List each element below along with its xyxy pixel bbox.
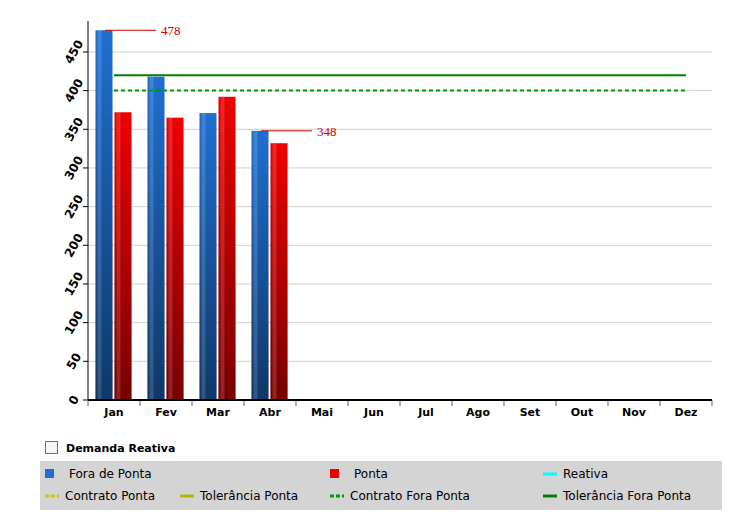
bar-highlight <box>221 97 225 400</box>
bar <box>219 97 236 400</box>
y-tick-label: 0 <box>66 393 82 407</box>
bar-highlight <box>273 143 277 400</box>
legend-label: Tolerância Ponta <box>199 489 298 503</box>
y-tick-label: 400 <box>62 76 87 105</box>
grid-line <box>88 400 712 401</box>
legend-label: Reativa <box>563 467 608 481</box>
bar-highlight <box>117 112 121 400</box>
grid-line <box>88 90 712 91</box>
bar-shade <box>115 112 132 400</box>
bar-group <box>96 30 113 400</box>
bar <box>252 131 269 400</box>
legend-label: Contrato Fora Ponta <box>350 489 470 503</box>
legend-swatch <box>543 473 557 476</box>
x-tick-label: Jul <box>417 406 434 419</box>
x-tick-label: Jan <box>103 406 123 419</box>
bar-highlight <box>150 77 154 400</box>
y-tick-label: 250 <box>62 192 87 221</box>
y-tick-label: 300 <box>62 154 87 183</box>
legend-border <box>40 460 722 461</box>
bar <box>271 143 288 400</box>
legend-box <box>40 460 722 510</box>
annotation-leader <box>105 30 156 31</box>
bar-shade <box>200 113 217 400</box>
tick-mark <box>83 51 88 52</box>
annotation: 478 <box>161 23 181 38</box>
bar-highlight <box>202 113 206 400</box>
bar-shade <box>148 77 165 400</box>
y-tick-label: 200 <box>62 231 87 260</box>
bar-highlight <box>98 30 102 400</box>
marks <box>96 30 687 400</box>
x-tick-label: Mai <box>311 406 333 419</box>
chart: 0 50 100 150 200 250 300 350 400 450 Jan Fev Mar Abr M… <box>0 0 739 515</box>
tick-mark <box>83 400 88 401</box>
y-tick-label: 350 <box>62 115 87 144</box>
bar <box>167 118 184 400</box>
x-tick-label: Out <box>571 406 593 419</box>
tick-mark <box>83 245 88 246</box>
x-tick-label: Ago <box>466 406 490 419</box>
bar-group <box>200 113 217 400</box>
y-tick-label: 50 <box>64 351 84 372</box>
tick-mark <box>83 90 88 91</box>
line-series <box>114 74 686 76</box>
y-axis <box>88 21 89 400</box>
legend-label: Fora de Ponta <box>69 467 152 481</box>
bar-highlight <box>169 118 173 400</box>
legend-swatch <box>543 495 557 498</box>
bar <box>148 77 165 400</box>
legend-swatch <box>45 495 59 498</box>
tick-mark <box>83 167 88 168</box>
bar-shade <box>271 143 288 400</box>
bar <box>96 30 113 400</box>
bar-highlight <box>254 131 258 400</box>
y-tick-label: 150 <box>62 270 87 299</box>
legend-swatch <box>45 469 54 478</box>
x-tick-label: Jun <box>363 406 384 419</box>
bar-group <box>219 97 236 400</box>
legend-label: Contrato Ponta <box>65 489 155 503</box>
x-tick-label: Fev <box>155 406 178 419</box>
bar-group <box>167 118 184 400</box>
bar-shade <box>219 97 236 400</box>
annotation-leader <box>261 130 312 131</box>
bar <box>200 113 217 400</box>
tick-mark <box>83 361 88 362</box>
bar-group <box>271 143 288 400</box>
annotation: 348 <box>317 124 337 139</box>
tick-mark <box>83 206 88 207</box>
checkbox[interactable] <box>46 442 58 454</box>
tick-mark <box>83 322 88 323</box>
x-tick-label: Abr <box>259 406 281 419</box>
grid-line <box>88 51 712 52</box>
line-series <box>114 90 686 92</box>
x-tick-label: Set <box>520 406 541 419</box>
x-tick-label: Dez <box>675 406 698 419</box>
x-tick-label: Nov <box>622 406 647 419</box>
tick-mark <box>83 129 88 130</box>
x-axis <box>88 399 712 401</box>
bar-group <box>252 131 269 400</box>
y-tick-label: 450 <box>62 38 87 67</box>
legend-swatch <box>180 495 194 498</box>
legend-label: Tolerância Fora Ponta <box>562 489 691 503</box>
legend-swatch <box>330 469 339 478</box>
plot-area <box>88 21 712 400</box>
y-tick-label: 100 <box>62 308 87 337</box>
bar-group <box>148 77 165 400</box>
legend-label: Ponta <box>354 467 388 481</box>
bar-group <box>115 112 132 400</box>
bar-shade <box>252 131 269 400</box>
bar-shade <box>96 30 113 400</box>
tick-mark <box>83 283 88 284</box>
legend-swatch <box>330 495 344 498</box>
bar-shade <box>167 118 184 400</box>
checkbox-label: Demanda Reativa <box>66 442 175 455</box>
x-tick-label: Mar <box>206 406 230 419</box>
bar <box>115 112 132 400</box>
